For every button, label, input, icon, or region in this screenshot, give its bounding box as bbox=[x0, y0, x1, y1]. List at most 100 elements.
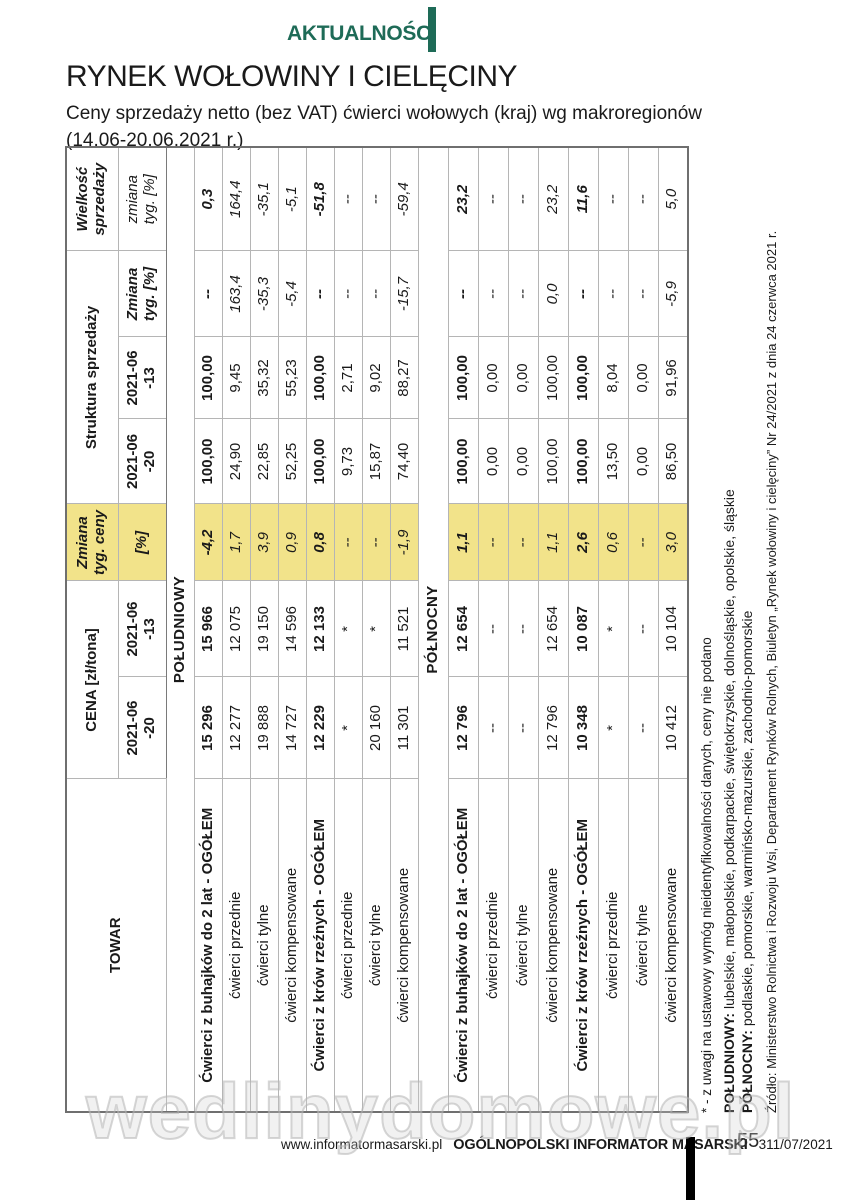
share-prev-cell: 35,32 bbox=[250, 336, 278, 419]
beef-prices-table: TOWAR CENA [zł/tona] Zmiana tyg. ceny St… bbox=[65, 145, 689, 1113]
footer-website: www.informatormasarski.pl bbox=[281, 1137, 443, 1152]
share-current-cell: 52,25 bbox=[278, 418, 306, 504]
footnote-south-region: POŁUDNIOWY: lubelskie, małopolskie, podk… bbox=[721, 133, 737, 1113]
product-name-cell: ćwierci kompensowane bbox=[538, 779, 568, 1112]
price-change-cell: 0,9 bbox=[278, 503, 306, 581]
volume-change-cell: 0,3 bbox=[194, 146, 222, 251]
table-row: ćwierci kompensowane 12 796 12 654 1,1 1… bbox=[538, 146, 568, 1112]
share-prev-cell: 91,96 bbox=[658, 336, 688, 419]
price-change-cell: -- bbox=[478, 503, 508, 581]
table-row: ćwierci tylne 20 160 * -- 15,87 9,02 -- … bbox=[362, 146, 390, 1112]
table-row: ćwierci kompensowane 11 301 11 521 -1,9 … bbox=[390, 146, 418, 1112]
product-name-cell: ćwierci tylne bbox=[362, 779, 390, 1112]
price-prev-cell: -- bbox=[628, 580, 658, 677]
product-name-cell: ćwierci kompensowane bbox=[658, 779, 688, 1112]
price-current-cell: 12 796 bbox=[448, 677, 478, 779]
product-name-cell: Ćwierci z krów rzeźnych - OGÓŁEM bbox=[568, 779, 598, 1112]
price-current-cell: 14 727 bbox=[278, 677, 306, 779]
price-prev-cell: 11 521 bbox=[390, 580, 418, 677]
price-current-cell: 12 796 bbox=[538, 677, 568, 779]
header-cena-group: CENA [zł/tona] bbox=[66, 580, 118, 779]
price-change-cell: 3,0 bbox=[658, 503, 688, 581]
share-prev-cell: 0,00 bbox=[478, 336, 508, 419]
table-row: ćwierci tylne 19 888 19 150 3,9 22,85 35… bbox=[250, 146, 278, 1112]
table-row: Ćwierci z krów rzeźnych - OGÓŁEM 12 229 … bbox=[306, 146, 334, 1112]
share-change-cell: -- bbox=[362, 250, 390, 337]
share-current-cell: 100,00 bbox=[448, 418, 478, 504]
volume-change-cell: 5,0 bbox=[658, 146, 688, 251]
share-prev-cell: 9,02 bbox=[362, 336, 390, 419]
footnote-source: Źródło: Ministerstwo Rolnictwa i Rozwoju… bbox=[764, 230, 779, 1113]
price-change-cell: -- bbox=[508, 503, 538, 581]
header-zmiana-ceny-group: Zmiana tyg. ceny bbox=[66, 503, 118, 581]
share-prev-cell: 8,04 bbox=[598, 336, 628, 419]
table-row: ćwierci przednie * * 0,6 13,50 8,04 -- -… bbox=[598, 146, 628, 1112]
price-change-cell: 3,9 bbox=[250, 503, 278, 581]
page-footer: www.informatormasarski.pl OGÓLNOPOLSKI I… bbox=[281, 1137, 833, 1153]
volume-change-cell: 23,2 bbox=[538, 146, 568, 251]
price-prev-cell: * bbox=[334, 580, 362, 677]
volume-change-cell: -- bbox=[508, 146, 538, 251]
volume-change-cell: -- bbox=[334, 146, 362, 251]
price-current-cell: 20 160 bbox=[362, 677, 390, 779]
table-row: ćwierci tylne -- -- -- 0,00 0,00 -- -- bbox=[628, 146, 658, 1112]
table-row: ćwierci kompensowane 10 412 10 104 3,0 8… bbox=[658, 146, 688, 1112]
share-change-cell: 0,0 bbox=[538, 250, 568, 337]
share-change-cell: -- bbox=[598, 250, 628, 337]
price-change-cell: -4,2 bbox=[194, 503, 222, 581]
product-name-cell: ćwierci kompensowane bbox=[390, 779, 418, 1112]
share-current-cell: 86,50 bbox=[658, 418, 688, 504]
volume-change-cell: -5,1 bbox=[278, 146, 306, 251]
price-current-cell: * bbox=[598, 677, 628, 779]
product-name-cell: ćwierci przednie bbox=[478, 779, 508, 1112]
share-prev-cell: 100,00 bbox=[568, 336, 598, 419]
price-change-cell: -- bbox=[628, 503, 658, 581]
share-change-cell: 163,4 bbox=[222, 250, 250, 337]
price-change-cell: 1,7 bbox=[222, 503, 250, 581]
price-prev-cell: 12 075 bbox=[222, 580, 250, 677]
volume-change-cell: -- bbox=[478, 146, 508, 251]
footer-publication-title: OGÓLNOPOLSKI INFORMATOR MASARSKI bbox=[453, 1137, 748, 1153]
share-current-cell: 100,00 bbox=[538, 418, 568, 504]
price-prev-cell: -- bbox=[508, 580, 538, 677]
share-current-cell: 100,00 bbox=[194, 418, 222, 504]
header-wielkosc-group: Wielkość sprzedaży bbox=[66, 146, 118, 251]
share-change-cell: -5,4 bbox=[278, 250, 306, 337]
price-prev-cell: * bbox=[362, 580, 390, 677]
footnote-asterisk: * - z uwagi na ustawowy wymóg nieidentyf… bbox=[699, 637, 714, 1113]
footnote-south-label: POŁUDNIOWY: bbox=[721, 1012, 737, 1113]
share-prev-cell: 88,27 bbox=[390, 336, 418, 419]
share-prev-cell: 100,00 bbox=[306, 336, 334, 419]
share-prev-cell: 9,45 bbox=[222, 336, 250, 419]
header-struktura-group: Struktura sprzedaży bbox=[66, 250, 118, 504]
share-prev-cell: 55,23 bbox=[278, 336, 306, 419]
section-label-south: POŁUDNIOWY bbox=[166, 146, 194, 1112]
header-struktura-date-20: 2021-06 -20 bbox=[118, 418, 166, 504]
header-date-13: 2021-06 -13 bbox=[118, 580, 166, 677]
share-prev-cell: 2,71 bbox=[334, 336, 362, 419]
footnote-north-region: PÓŁNOCNY: podlaskie, pomorskie, warmińsk… bbox=[739, 133, 755, 1113]
share-change-cell: -- bbox=[628, 250, 658, 337]
product-name-cell: ćwierci kompensowane bbox=[278, 779, 306, 1112]
price-current-cell: 10 412 bbox=[658, 677, 688, 779]
product-name-cell: ćwierci tylne bbox=[508, 779, 538, 1112]
price-current-cell: 19 888 bbox=[250, 677, 278, 779]
price-current-cell: 11 301 bbox=[390, 677, 418, 779]
price-prev-cell: 15 966 bbox=[194, 580, 222, 677]
share-change-cell: -- bbox=[478, 250, 508, 337]
share-change-cell: -- bbox=[568, 250, 598, 337]
header-date-20: 2021-06 -20 bbox=[118, 677, 166, 779]
header-struktura-zmiana: Zmiana tyg. [%] bbox=[118, 250, 166, 337]
price-change-cell: 0,6 bbox=[598, 503, 628, 581]
volume-change-cell: -59,4 bbox=[390, 146, 418, 251]
share-change-cell: -- bbox=[194, 250, 222, 337]
volume-change-cell: -- bbox=[628, 146, 658, 251]
price-prev-cell: 10 087 bbox=[568, 580, 598, 677]
header-struktura-date-13: 2021-06 -13 bbox=[118, 336, 166, 419]
price-prev-cell: 12 133 bbox=[306, 580, 334, 677]
share-change-cell: -- bbox=[508, 250, 538, 337]
rotated-table-sheet: TOWAR CENA [zł/tona] Zmiana tyg. ceny St… bbox=[65, 145, 805, 1113]
price-prev-cell: -- bbox=[478, 580, 508, 677]
price-change-cell: 0,8 bbox=[306, 503, 334, 581]
